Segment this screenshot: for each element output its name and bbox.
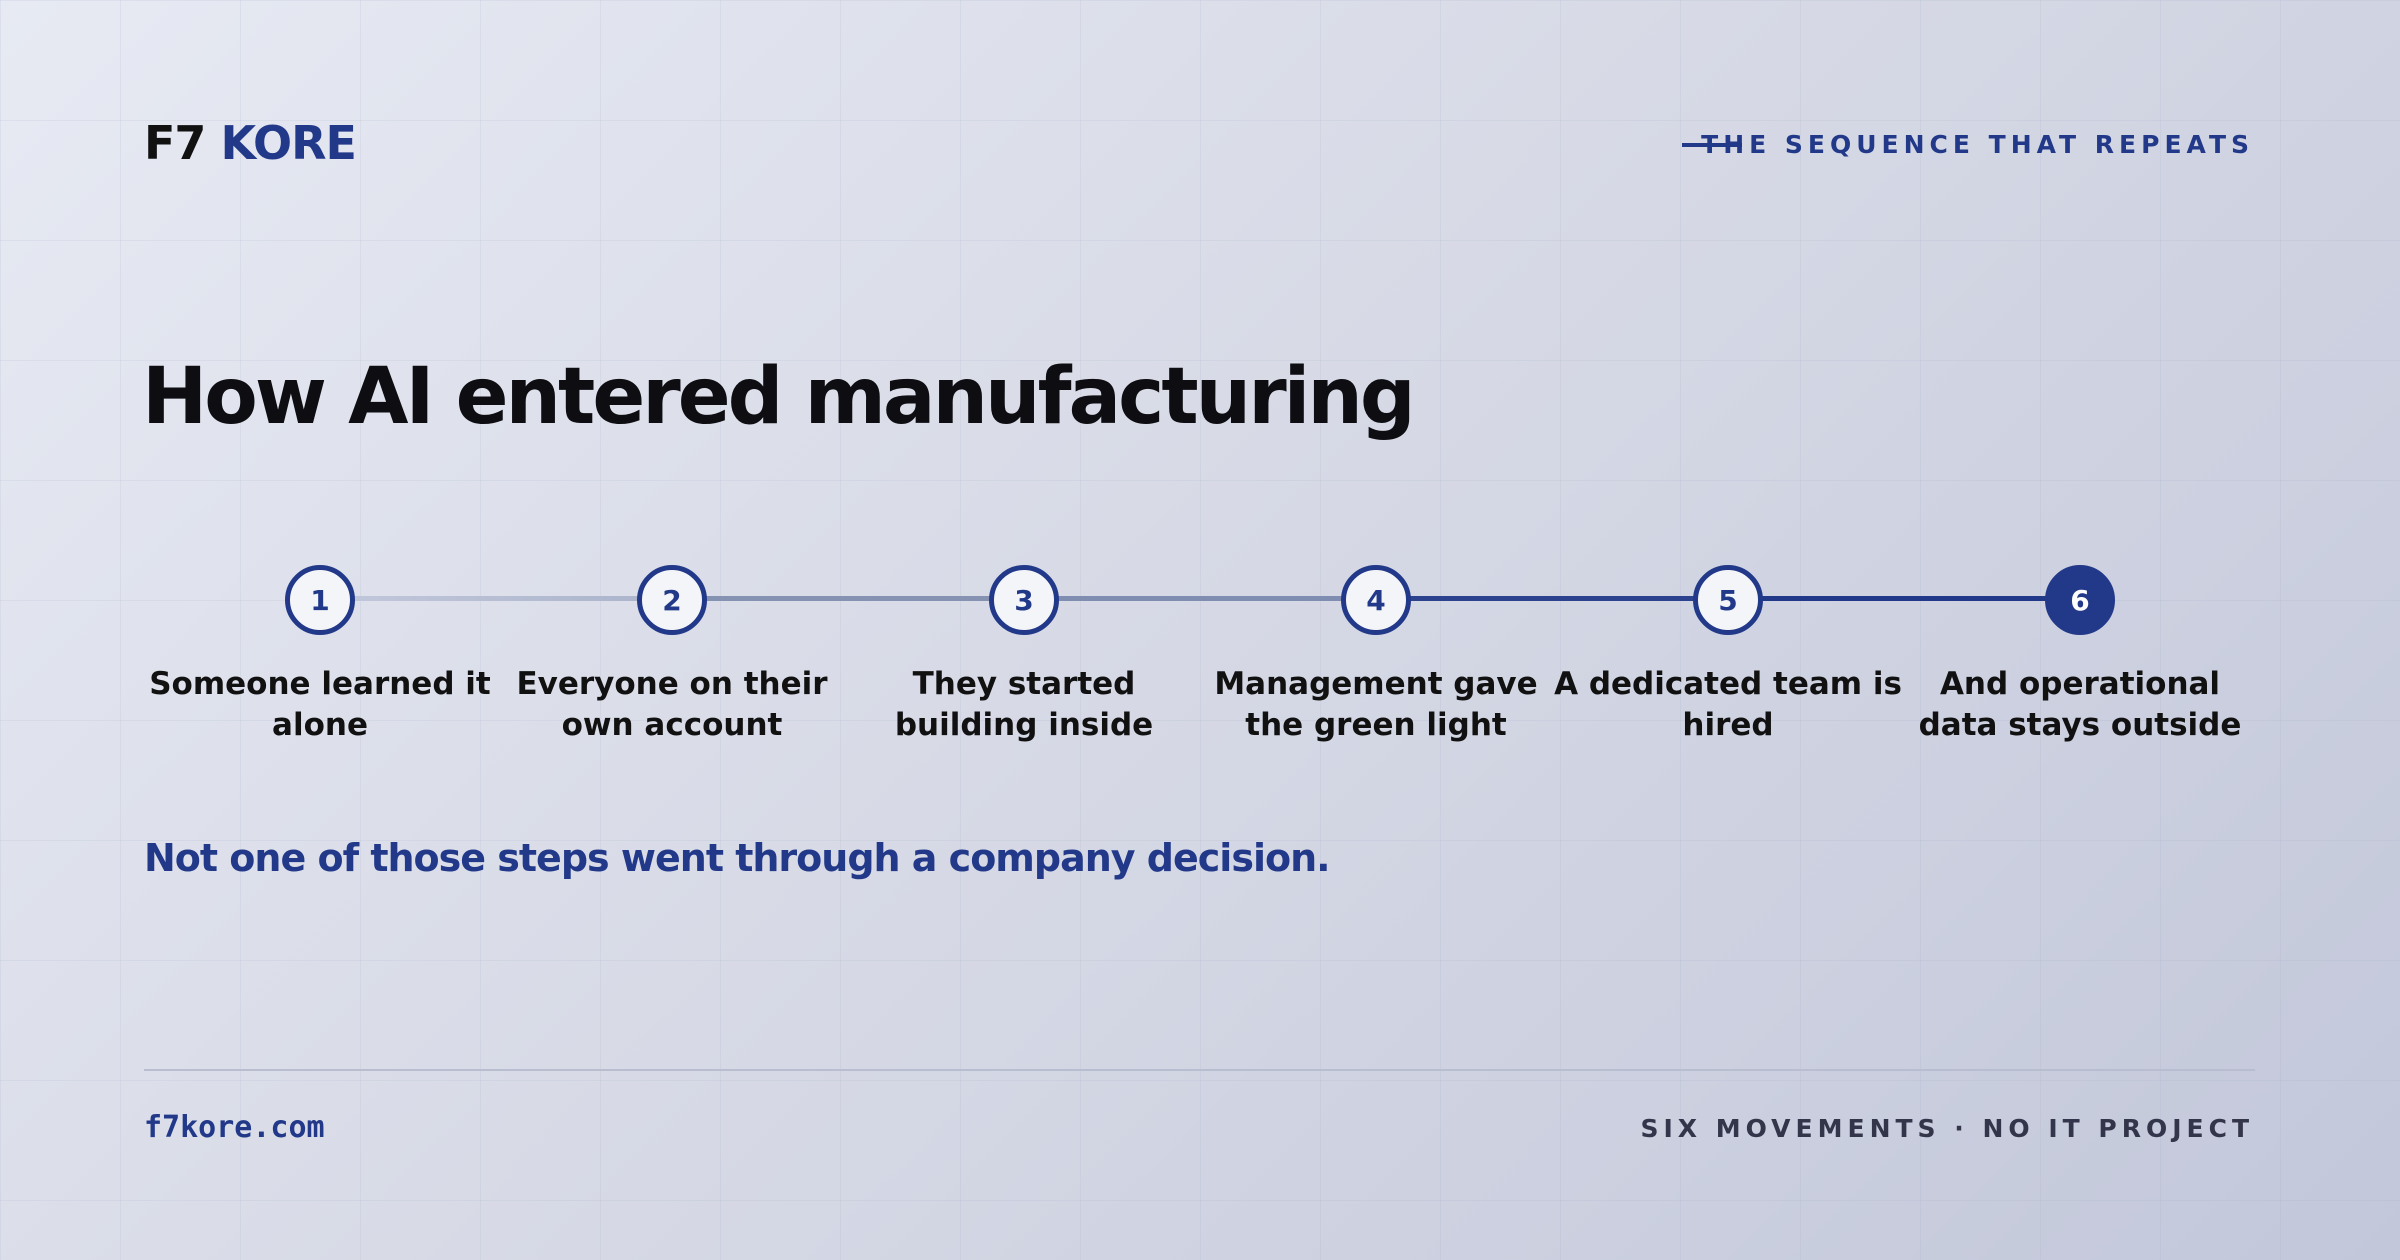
step-label: Someone learned it alone: [140, 664, 500, 746]
step-number: 4: [1341, 565, 1411, 635]
step-number: 1: [285, 565, 355, 635]
step-label-line: Someone learned it: [149, 666, 491, 702]
footer-tagline: SIX MOVEMENTS · NO IT PROJECT: [1640, 1114, 2254, 1143]
step-label-line: Everyone on their: [516, 666, 828, 702]
divider: [144, 1069, 2255, 1071]
header-tagline: THE SEQUENCE THAT REPEATS: [1701, 130, 2254, 159]
connector: [1376, 596, 1728, 601]
step-label: Management gave the green light: [1196, 664, 1556, 746]
step-label-line: hired: [1682, 707, 1774, 743]
connector: [1024, 596, 1376, 601]
logo-accent: KORE: [220, 116, 357, 170]
tagline-rule: [1682, 143, 1742, 147]
step-label-line: the green light: [1245, 707, 1507, 743]
step-label: Everyone on their own account: [492, 664, 852, 746]
step-label-line: building inside: [894, 707, 1154, 743]
step-label-line: They started: [912, 666, 1136, 702]
step-label: A dedicated team is hired: [1548, 664, 1908, 746]
step-label-line: Management gave: [1214, 666, 1538, 702]
title: How AI entered manufacturing: [142, 352, 1416, 442]
step-label-line: A dedicated team is: [1554, 666, 1902, 702]
logo: F7 KORE: [144, 116, 357, 170]
step-label-line: alone: [272, 707, 368, 743]
step-number: 5: [1693, 565, 1763, 635]
step-label: And operational data stays outside: [1900, 664, 2260, 746]
step-number: 2: [637, 565, 707, 635]
step-label-line: own account: [561, 707, 783, 743]
note: Not one of those steps went through a co…: [144, 836, 1331, 880]
footer-url: f7kore.com: [144, 1110, 325, 1145]
step-label: They started building inside: [844, 664, 1204, 746]
connector: [1728, 596, 2080, 601]
logo-primary: F7: [144, 116, 206, 170]
step-number: 6: [2045, 565, 2115, 635]
step-label-line: And operational: [1939, 666, 2221, 702]
connector: [320, 596, 672, 601]
connector: [672, 596, 1024, 601]
step-number: 3: [989, 565, 1059, 635]
step-label-line: data stays outside: [1918, 707, 2242, 743]
